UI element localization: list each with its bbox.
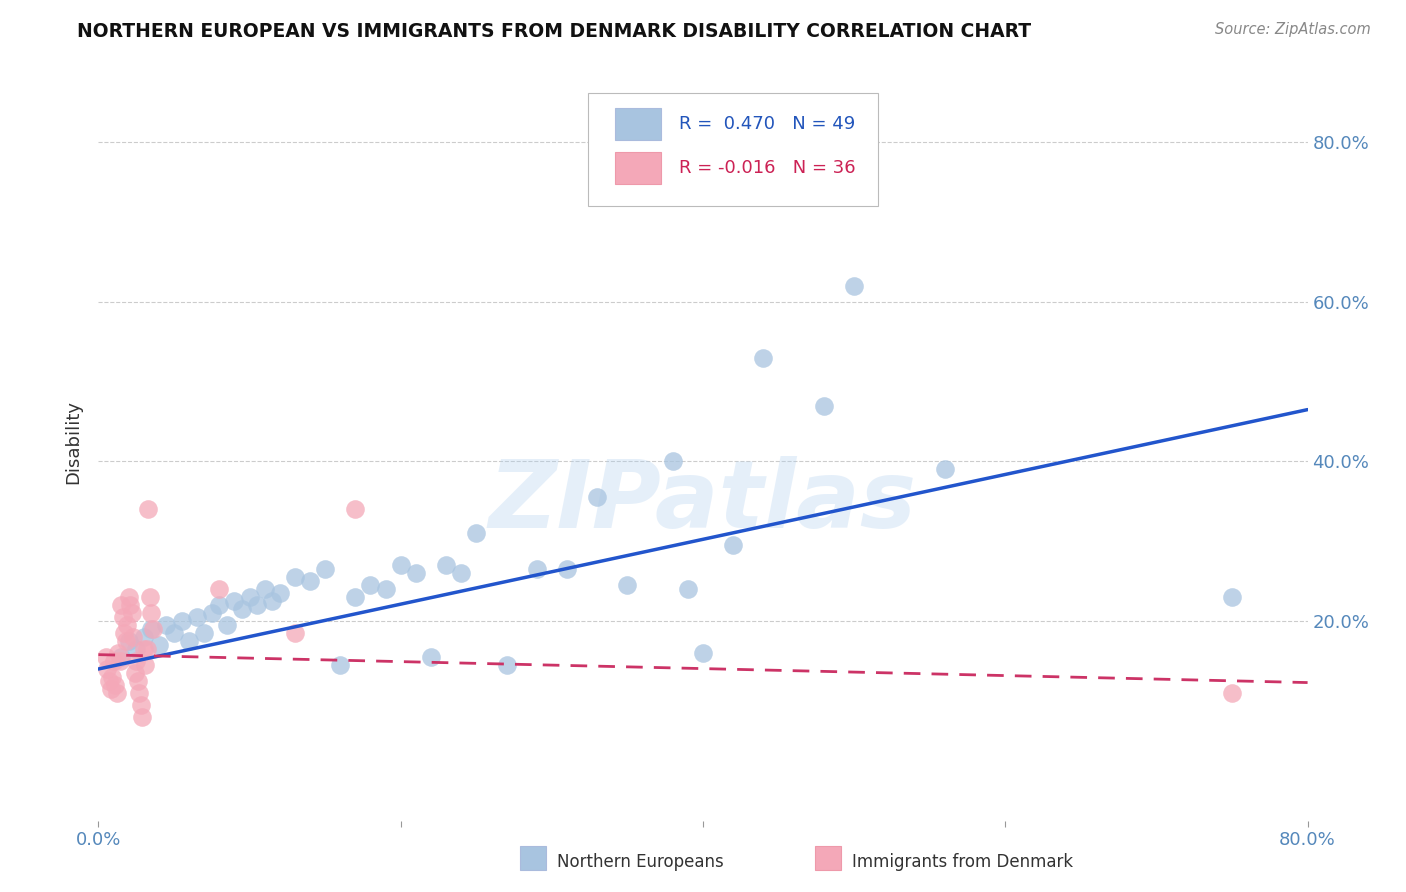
Text: Immigrants from Denmark: Immigrants from Denmark [852, 853, 1073, 871]
Point [284, 626, 307, 640]
Point [135, 642, 157, 657]
Point [329, 658, 352, 673]
Point [107, 646, 129, 660]
Text: R = -0.016   N = 36: R = -0.016 N = 36 [679, 159, 855, 177]
Point [112, 626, 135, 640]
Point [128, 686, 150, 700]
Point [141, 622, 163, 636]
Point [208, 582, 231, 597]
Point [495, 658, 517, 673]
Point [115, 618, 138, 632]
Point [246, 598, 269, 612]
Point [262, 594, 284, 608]
Point [434, 558, 457, 573]
Point [314, 562, 336, 576]
Point [344, 590, 367, 604]
Point [676, 582, 699, 597]
Point [141, 606, 163, 620]
Point [170, 614, 193, 628]
Point [124, 665, 146, 680]
Point [108, 654, 131, 668]
Bar [614, 108, 661, 140]
Point [344, 502, 367, 516]
Text: NORTHERN EUROPEAN VS IMMIGRANTS FROM DENMARK DISABILITY CORRELATION CHART: NORTHERN EUROPEAN VS IMMIGRANTS FROM DEN… [77, 22, 1032, 41]
Point [284, 570, 307, 584]
Point [208, 598, 231, 612]
Point [586, 491, 609, 505]
Point [114, 634, 136, 648]
Point [132, 630, 155, 644]
Point [110, 650, 132, 665]
Point [555, 562, 578, 576]
Point [142, 622, 165, 636]
Point [131, 710, 153, 724]
Point [127, 673, 149, 688]
Point [526, 562, 548, 576]
Point [101, 670, 124, 684]
Text: Source: ZipAtlas.com: Source: ZipAtlas.com [1215, 22, 1371, 37]
Point [465, 526, 488, 541]
Point [148, 638, 170, 652]
Point [1220, 590, 1243, 604]
Point [163, 626, 186, 640]
Text: Northern Europeans: Northern Europeans [557, 853, 724, 871]
Point [239, 590, 262, 604]
Point [389, 558, 412, 573]
Point [1220, 686, 1243, 700]
Point [120, 598, 142, 612]
Point [215, 618, 238, 632]
Point [269, 586, 291, 600]
Point [155, 618, 177, 632]
Point [129, 698, 152, 712]
Point [94, 650, 117, 665]
Point [253, 582, 276, 597]
Point [98, 673, 121, 688]
Point [374, 582, 396, 597]
Point [179, 634, 201, 648]
Point [132, 642, 155, 657]
Point [844, 279, 866, 293]
Point [122, 630, 145, 644]
Point [193, 626, 215, 640]
Point [813, 399, 835, 413]
Point [360, 578, 382, 592]
Point [118, 634, 141, 648]
Point [186, 610, 208, 624]
Point [111, 610, 134, 624]
Point [139, 590, 162, 604]
Y-axis label: Disability: Disability [65, 400, 83, 483]
Point [136, 502, 159, 516]
Point [450, 566, 472, 581]
Point [103, 654, 125, 668]
FancyBboxPatch shape [588, 93, 879, 207]
Point [405, 566, 427, 581]
Point [118, 590, 141, 604]
Point [231, 602, 253, 616]
Point [100, 681, 122, 696]
Point [104, 678, 127, 692]
Point [692, 646, 714, 660]
Point [661, 454, 683, 468]
Point [110, 598, 132, 612]
Point [125, 642, 148, 657]
Point [125, 654, 148, 668]
Point [299, 574, 322, 589]
Point [616, 578, 638, 592]
Point [201, 606, 224, 620]
Point [105, 686, 128, 700]
Point [121, 606, 143, 620]
Text: ZIPatlas: ZIPatlas [489, 456, 917, 549]
Text: R =  0.470   N = 49: R = 0.470 N = 49 [679, 115, 855, 133]
Point [752, 351, 775, 365]
Point [420, 650, 443, 665]
Point [934, 462, 956, 476]
Point [134, 658, 156, 673]
Point [723, 538, 745, 552]
Bar [614, 152, 661, 184]
Point [96, 662, 118, 676]
Point [224, 594, 246, 608]
